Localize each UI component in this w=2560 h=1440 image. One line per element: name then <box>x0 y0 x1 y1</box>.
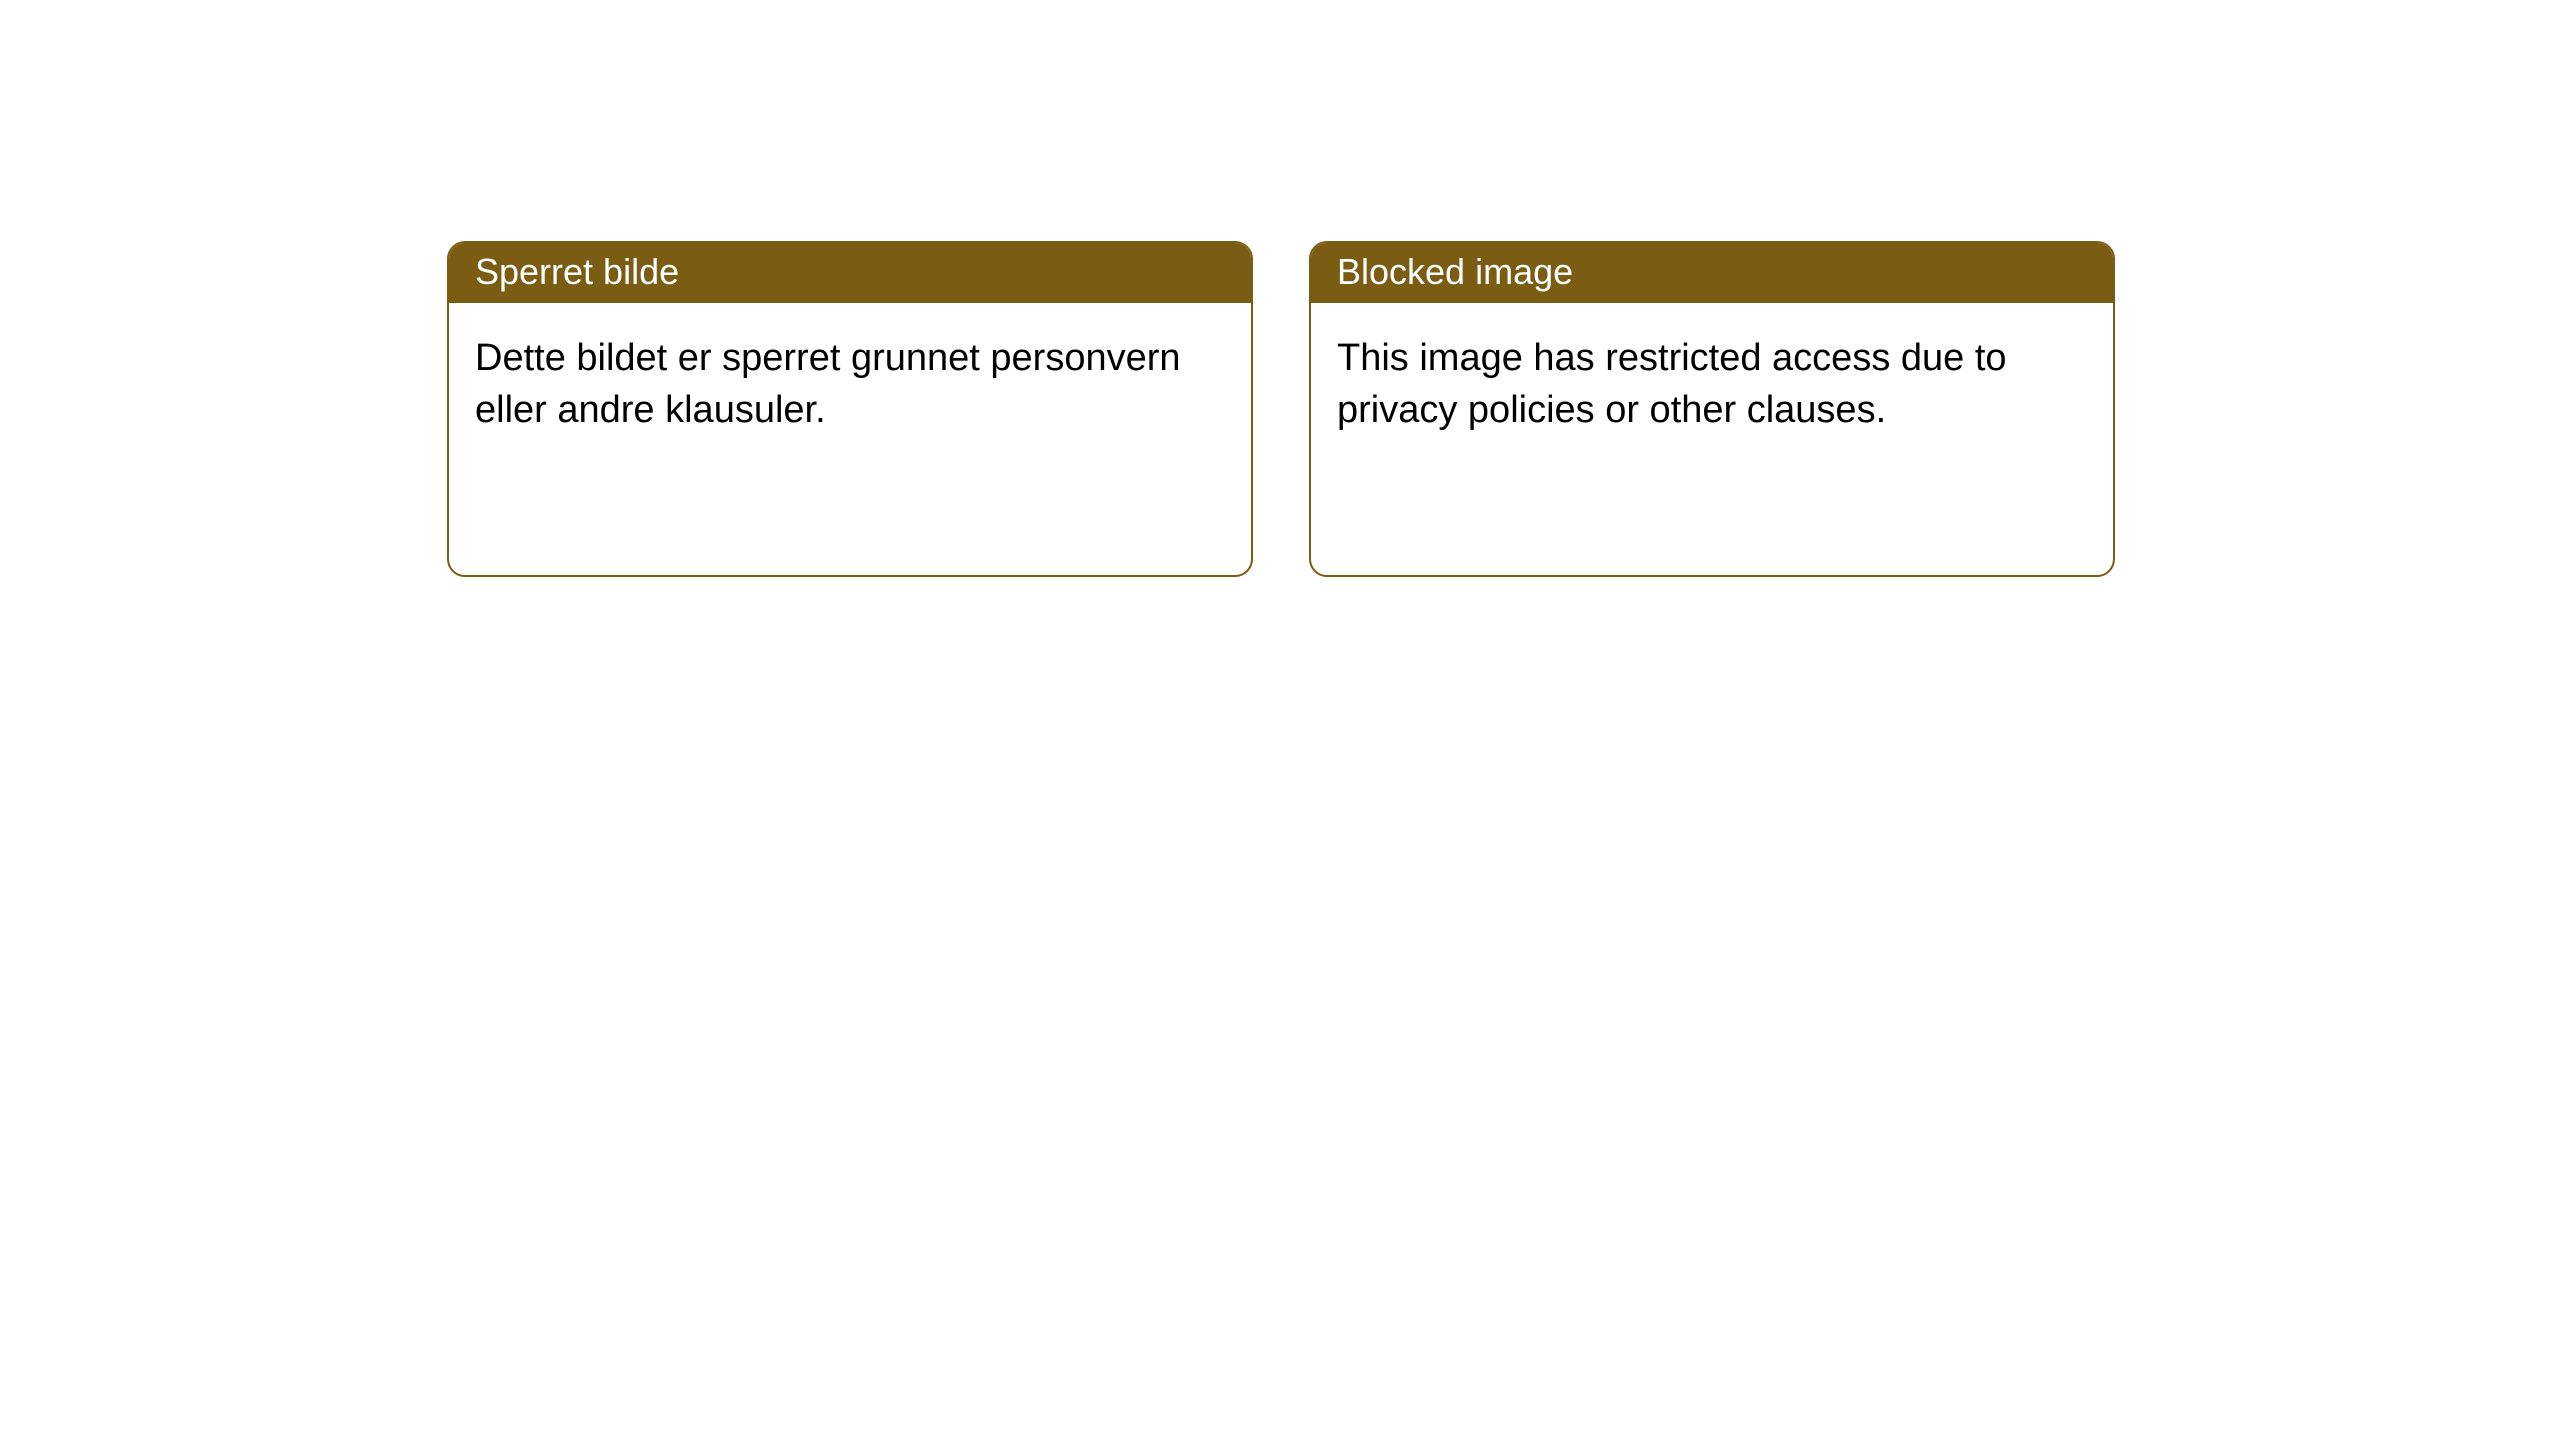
notice-header: Blocked image <box>1311 243 2113 303</box>
notice-card-norwegian: Sperret bilde Dette bildet er sperret gr… <box>447 241 1253 577</box>
notice-title: Sperret bilde <box>475 251 679 292</box>
notice-title: Blocked image <box>1337 251 1573 292</box>
notice-header: Sperret bilde <box>449 243 1251 303</box>
notice-body: Dette bildet er sperret grunnet personve… <box>449 303 1251 466</box>
notice-body-text: Dette bildet er sperret grunnet personve… <box>475 337 1181 431</box>
notice-card-english: Blocked image This image has restricted … <box>1309 241 2115 577</box>
notice-body-text: This image has restricted access due to … <box>1337 337 2007 431</box>
notice-container: Sperret bilde Dette bildet er sperret gr… <box>0 0 2560 577</box>
notice-body: This image has restricted access due to … <box>1311 303 2113 466</box>
